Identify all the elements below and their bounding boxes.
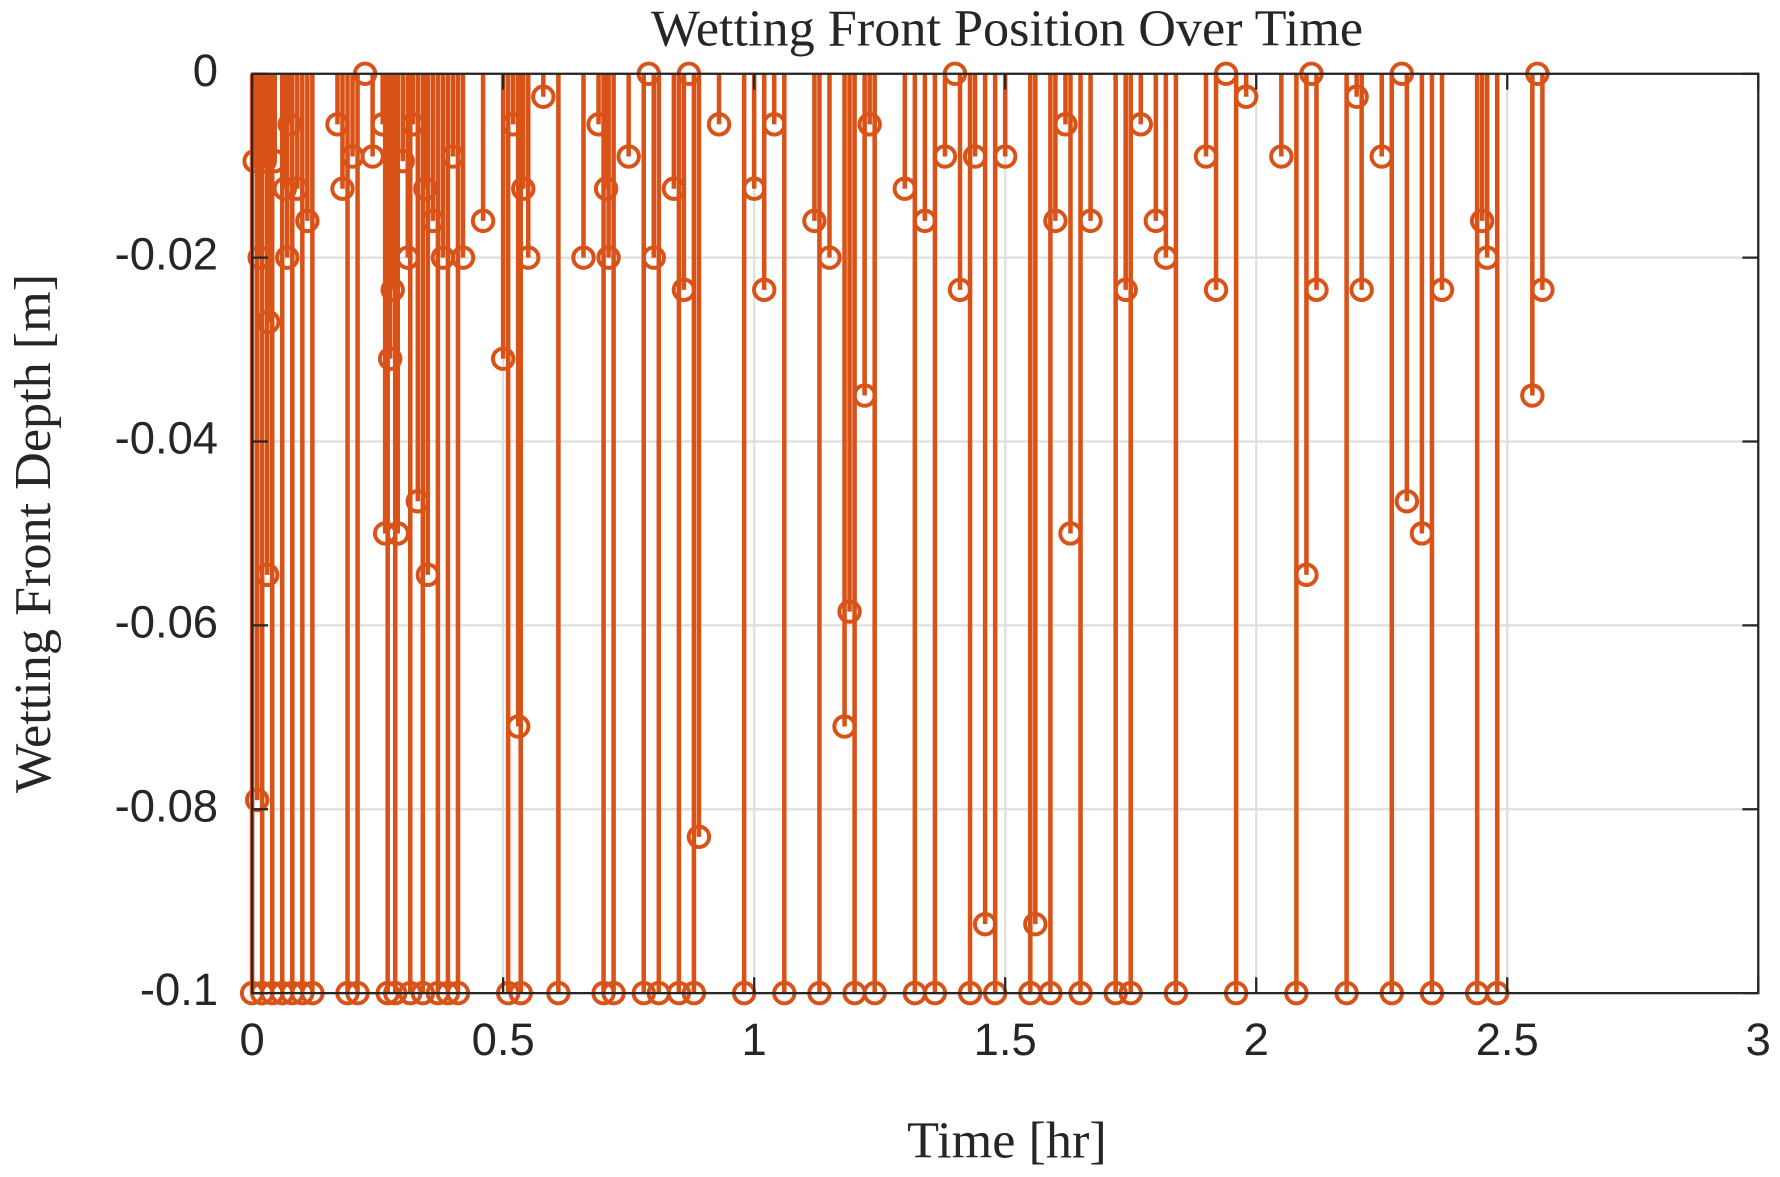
stem-marker (413, 176, 438, 201)
stem-marker (380, 277, 405, 303)
stem-marker (1520, 383, 1545, 408)
stem-marker (1128, 112, 1153, 137)
stem-marker (275, 245, 300, 270)
stem-marker (255, 309, 281, 335)
stem-marker (596, 245, 621, 270)
stem-marker (857, 112, 882, 137)
stem-marker (377, 346, 403, 371)
stem-marker (277, 112, 302, 137)
stem-marker (490, 346, 516, 371)
y-tick-label: -0.06 (115, 596, 218, 647)
stem-marker (1304, 277, 1329, 303)
stem-marker (330, 176, 355, 201)
stem-marker (641, 245, 666, 270)
stem-marker (1344, 84, 1369, 109)
stem-marker (450, 245, 476, 270)
stem-marker (1394, 489, 1420, 514)
stem-marker (1269, 144, 1294, 169)
y-axis-label: Wetting Front Depth [m] (4, 274, 62, 793)
y-tick-label: 0 (193, 45, 218, 96)
stem-marker (272, 176, 297, 201)
x-tick-label: 2 (1244, 1014, 1269, 1065)
stem-marker (516, 245, 541, 270)
x-tick-label: 0 (240, 1014, 265, 1065)
stem-marker (1294, 562, 1319, 588)
stem-marker (470, 208, 496, 234)
stem-marker (706, 112, 732, 137)
stem-marker (531, 84, 556, 109)
stem-marker (752, 277, 777, 303)
stem-marker (1113, 277, 1138, 303)
stem-marker (1530, 277, 1555, 303)
stem-marker (295, 208, 320, 234)
y-tick-label: -0.08 (115, 780, 218, 831)
stem-marker (1053, 112, 1078, 137)
stem-marker (993, 144, 1018, 169)
stem-marker (686, 824, 712, 850)
stem-marker (511, 176, 536, 201)
stem-marker (802, 208, 827, 234)
stem-marker (1429, 277, 1455, 303)
stem-marker (1233, 84, 1259, 109)
y-tick-label: -0.04 (115, 413, 218, 464)
x-tick-label: 1 (742, 1014, 767, 1065)
stem-marker (616, 144, 641, 169)
x-axis-label: Time [hr] (907, 1112, 1107, 1170)
x-tick-label: 2.5 (1476, 1014, 1539, 1065)
y-tick-label: -0.02 (115, 229, 218, 280)
x-tick-label: 1.5 (974, 1014, 1037, 1065)
stem-marker (390, 148, 415, 174)
stem-marker (1469, 208, 1495, 234)
stem-marker (360, 144, 385, 169)
stem-marker (1043, 208, 1068, 234)
y-tick-label: -0.1 (140, 964, 218, 1015)
stem-marker (506, 714, 531, 739)
stem-marker (1349, 277, 1374, 303)
stem-marker (1023, 911, 1048, 937)
stem-marker (932, 144, 958, 169)
x-tick-label: 3 (1746, 1014, 1771, 1065)
stem-marker (1078, 208, 1103, 234)
stem-marker (593, 176, 619, 201)
stem-marker (571, 245, 596, 270)
stem-marker (837, 599, 862, 624)
stem-marker (817, 245, 842, 270)
chart-title: Wetting Front Position Over Time (651, 0, 1363, 57)
x-tick-label: 0.5 (472, 1014, 535, 1065)
stem-marker (385, 521, 410, 546)
stem-marker (1203, 277, 1229, 303)
stem-marker (254, 562, 280, 588)
